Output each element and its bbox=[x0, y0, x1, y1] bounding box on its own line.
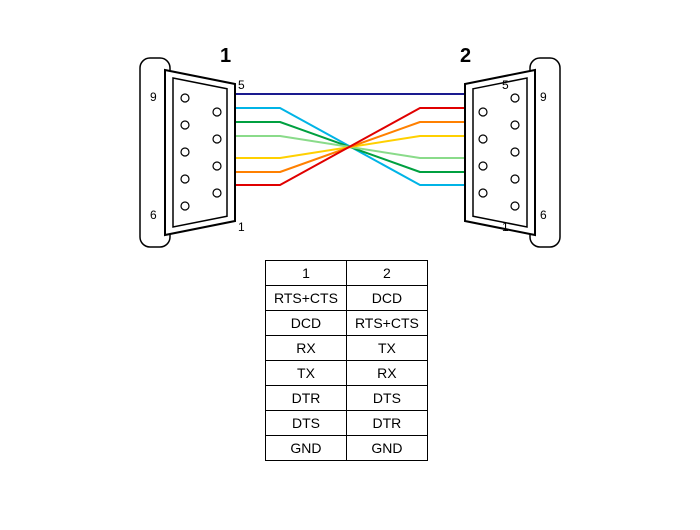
table-cell: DTR bbox=[346, 411, 427, 436]
table-cell: RTS+CTS bbox=[346, 311, 427, 336]
table-header-row: 1 2 bbox=[266, 261, 428, 286]
pin-number-label: 9 bbox=[540, 90, 547, 104]
pin-number-label: 1 bbox=[502, 220, 509, 234]
pin-number-label: 5 bbox=[238, 78, 245, 92]
pin-mapping-table: 1 2 RTS+CTSDCDDCDRTS+CTSRXTXTXRXDTRDTSDT… bbox=[265, 260, 428, 461]
table-row: DTRDTS bbox=[266, 386, 428, 411]
table-row: DTSDTR bbox=[266, 411, 428, 436]
table-row: GNDGND bbox=[266, 436, 428, 461]
pin-number-label: 9 bbox=[150, 90, 157, 104]
table-cell: GND bbox=[266, 436, 347, 461]
pin-number-label: 5 bbox=[502, 78, 509, 92]
table-cell: GND bbox=[346, 436, 427, 461]
connector-2-label: 2 bbox=[460, 45, 471, 68]
table-row: RTS+CTSDCD bbox=[266, 286, 428, 311]
table-cell: RX bbox=[346, 361, 427, 386]
table-cell: DCD bbox=[266, 311, 347, 336]
connector-1-label: 1 bbox=[220, 45, 231, 68]
table-cell: RX bbox=[266, 336, 347, 361]
pin-number-label: 1 bbox=[238, 220, 245, 234]
table-cell: DTR bbox=[266, 386, 347, 411]
table-row: RXTX bbox=[266, 336, 428, 361]
table-cell: DTS bbox=[346, 386, 427, 411]
pin-number-label: 6 bbox=[150, 208, 157, 222]
table-header-2: 2 bbox=[346, 261, 427, 286]
table-cell: RTS+CTS bbox=[266, 286, 347, 311]
table-cell: TX bbox=[266, 361, 347, 386]
table-cell: TX bbox=[346, 336, 427, 361]
table-row: DCDRTS+CTS bbox=[266, 311, 428, 336]
table-row: TXRX bbox=[266, 361, 428, 386]
diagram-canvas: 1 2 59165916 1 2 RTS+CTSDCDDCDRTS+CTSRXT… bbox=[0, 0, 700, 530]
pin-number-label: 6 bbox=[540, 208, 547, 222]
table-cell: DCD bbox=[346, 286, 427, 311]
wiring-diagram bbox=[0, 0, 700, 260]
table-header-1: 1 bbox=[266, 261, 347, 286]
table-cell: DTS bbox=[266, 411, 347, 436]
